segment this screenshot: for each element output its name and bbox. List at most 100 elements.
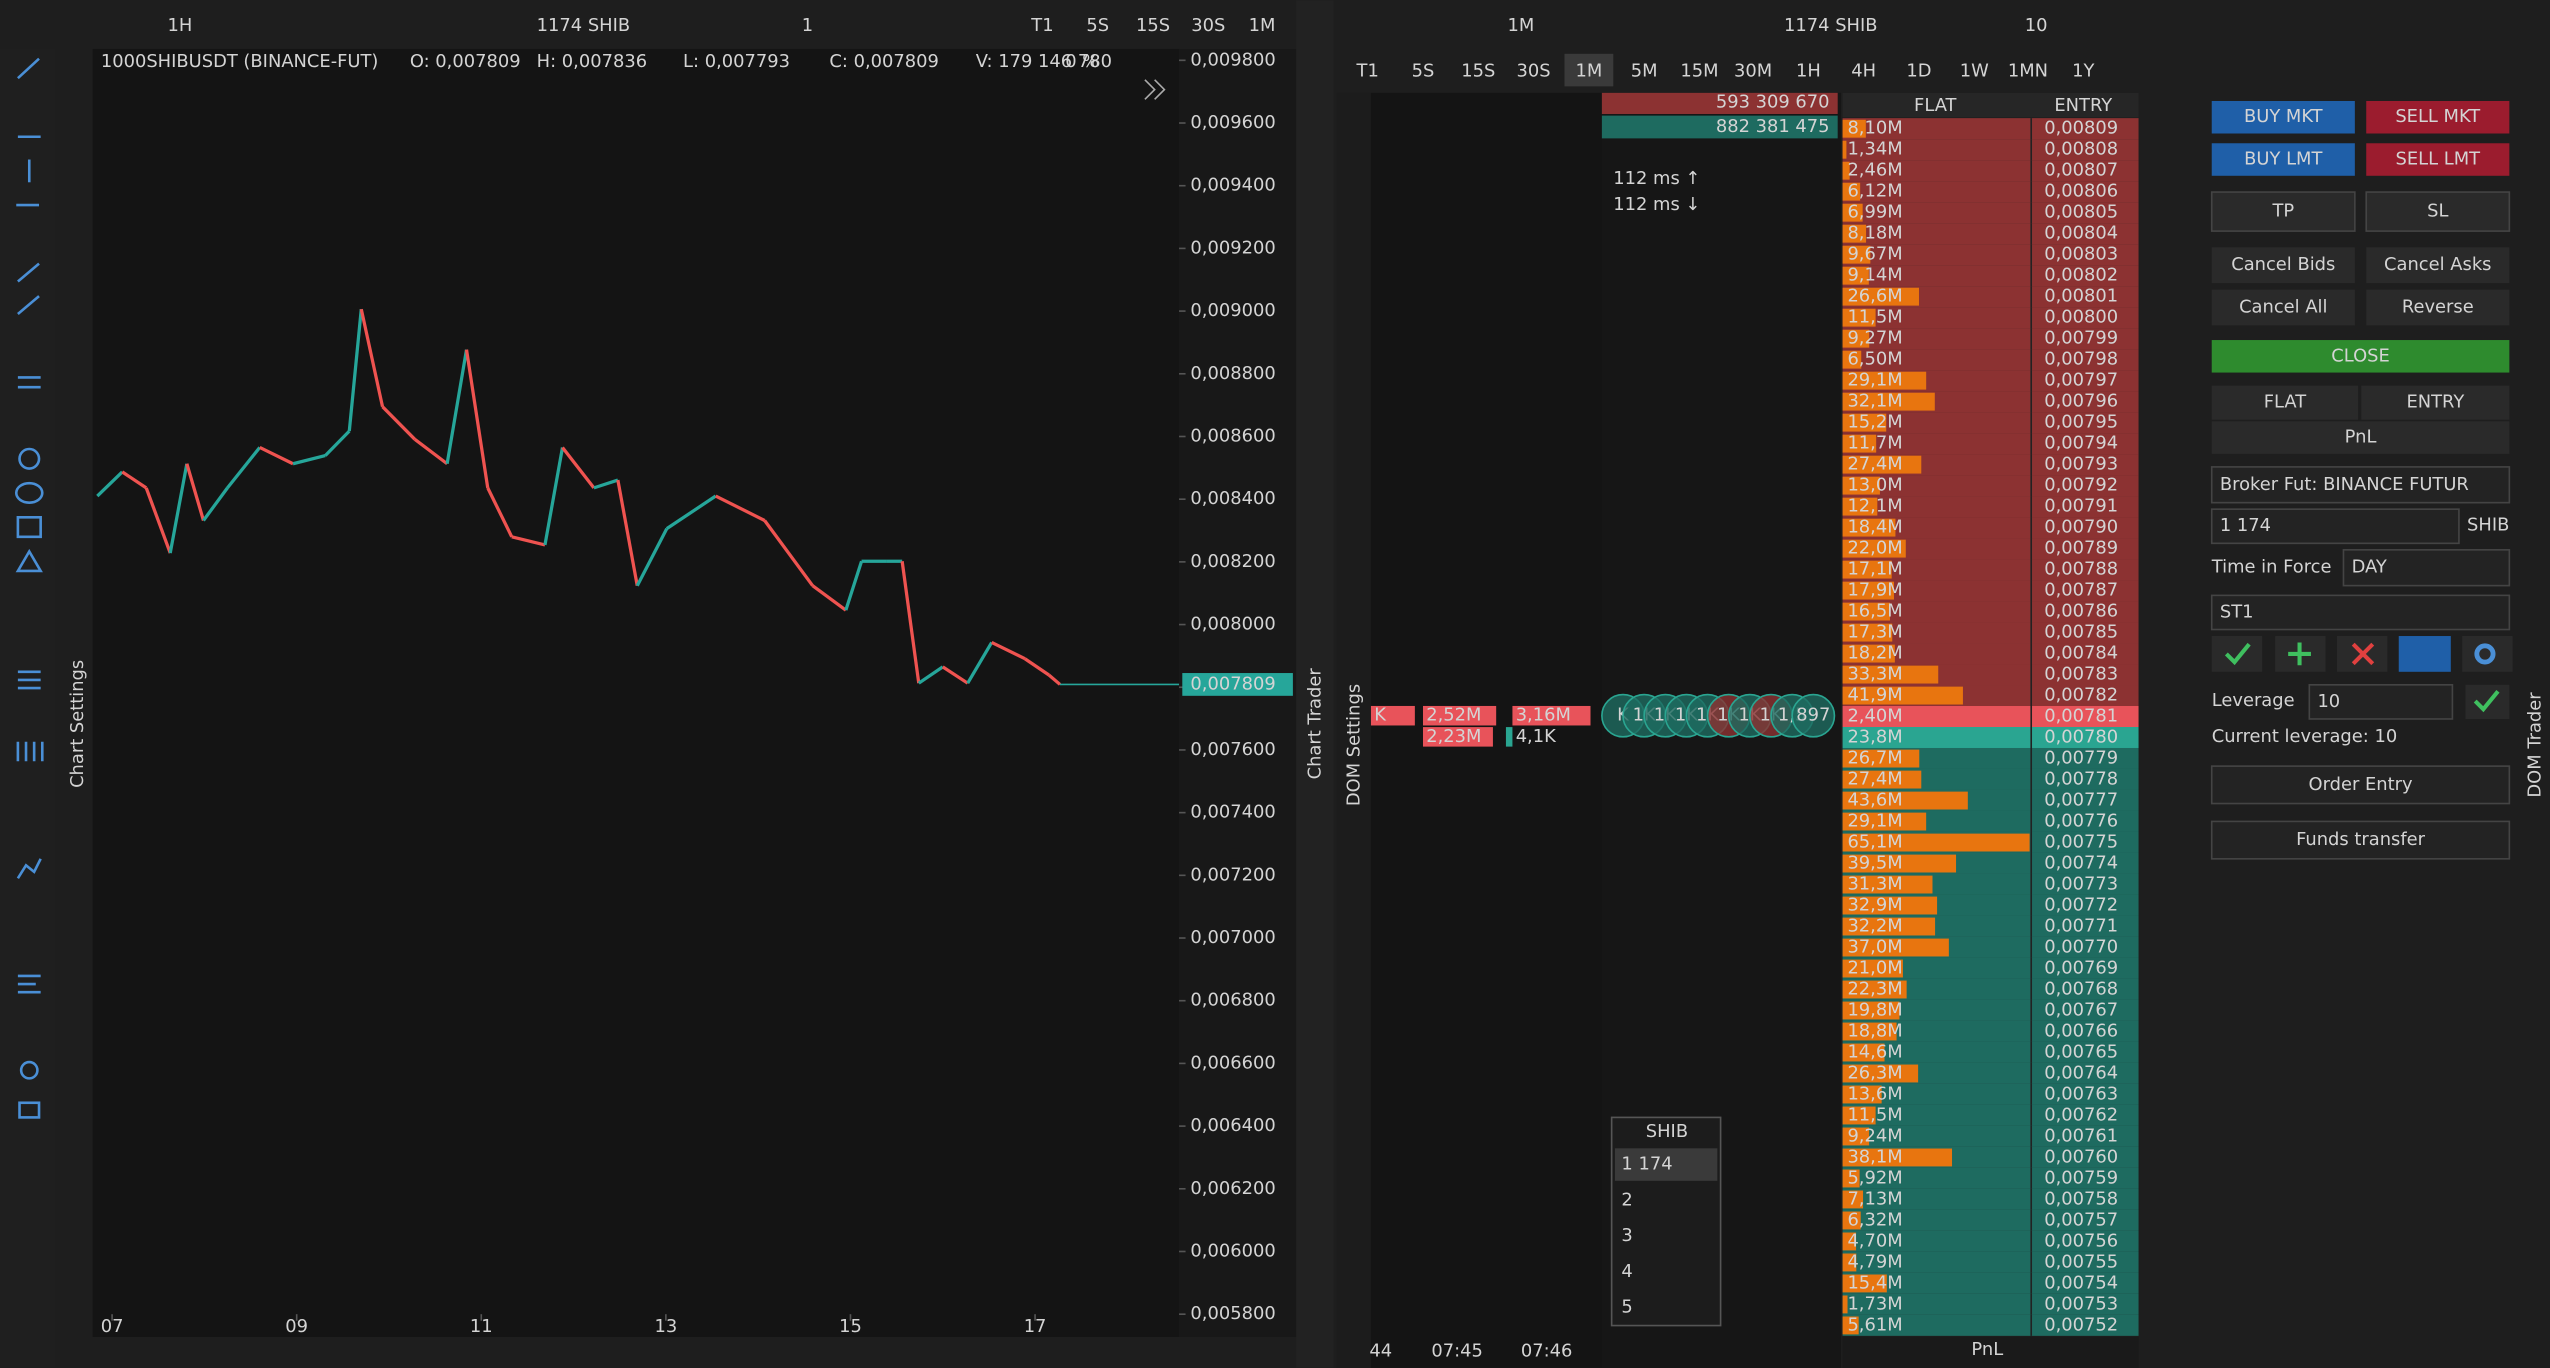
interval[interactable]: 1M: [1508, 15, 1535, 36]
price-label[interactable]: 0,00801: [2044, 286, 2118, 307]
timeframe[interactable]: 15S: [1136, 15, 1170, 36]
icon-button[interactable]: [2211, 636, 2263, 672]
button-label[interactable]: 1 174: [2220, 515, 2271, 536]
menu-item[interactable]: 2: [1621, 1189, 1632, 1210]
button-label[interactable]: SL: [2427, 201, 2448, 222]
button-label[interactable]: DAY: [2352, 557, 2387, 578]
timeframe[interactable]: 30S: [1191, 15, 1225, 36]
button-label[interactable]: Cancel All: [2239, 297, 2327, 318]
tif-button[interactable]: [2342, 549, 2511, 587]
cancel-asks-button[interactable]: [2366, 247, 2510, 284]
funds-transfer-button[interactable]: [2210, 820, 2511, 860]
button-label[interactable]: Cancel Asks: [2384, 254, 2491, 275]
price-label[interactable]: 0,00803: [2044, 244, 2118, 265]
price-label[interactable]: 0,00755: [2044, 1251, 2118, 1272]
side-label[interactable]: Chart Trader: [1305, 668, 1326, 780]
button-label[interactable]: TP: [2271, 201, 2294, 222]
strategy-button[interactable]: [2210, 594, 2511, 631]
price-label[interactable]: 0,00785: [2044, 622, 2118, 643]
timeframe[interactable]: 5S: [1412, 61, 1435, 82]
interval[interactable]: 1H: [168, 15, 193, 36]
price-label[interactable]: 0,00805: [2044, 202, 2118, 223]
price-label[interactable]: 0,00780: [2044, 726, 2118, 747]
timeframe[interactable]: 1M: [1249, 15, 1276, 36]
price-label[interactable]: 0,00773: [2044, 873, 2118, 894]
price-label[interactable]: 0,00766: [2044, 1020, 2118, 1041]
price-label[interactable]: 0,00786: [2044, 601, 2118, 622]
symbol[interactable]: 1174 SHIB: [537, 15, 631, 36]
sl-button[interactable]: [2365, 191, 2511, 232]
price-label[interactable]: 0,00763: [2044, 1083, 2118, 1104]
entry-button[interactable]: [2361, 385, 2510, 420]
leverage-button[interactable]: [2308, 683, 2454, 720]
price-label[interactable]: 0,00778: [2044, 768, 2118, 789]
price-label[interactable]: 0,00768: [2044, 978, 2118, 999]
price-label[interactable]: 0,00783: [2044, 664, 2118, 685]
timeframe[interactable]: T1: [1030, 15, 1053, 36]
timeframe[interactable]: 1MN: [2008, 61, 2048, 82]
price-label[interactable]: 0,00792: [2044, 475, 2118, 496]
timeframe[interactable]: 15M: [1680, 61, 1718, 82]
order-entry-button[interactable]: [2210, 765, 2511, 805]
timeframe[interactable]: 1M: [1575, 61, 1602, 82]
icon-button[interactable]: [2462, 636, 2513, 672]
timeframe[interactable]: 1D: [1906, 61, 1931, 82]
button-label[interactable]: Funds transfer: [2296, 829, 2426, 850]
symbol[interactable]: 1174 SHIB: [1784, 15, 1877, 36]
broker-button[interactable]: [2210, 466, 2511, 504]
button-label[interactable]: Cancel Bids: [2231, 254, 2335, 275]
menu-item[interactable]: 3: [1621, 1225, 1632, 1246]
button-label[interactable]: FLAT: [2264, 392, 2306, 413]
close-button[interactable]: [2211, 340, 2510, 373]
timeframe[interactable]: 1W: [1960, 61, 1989, 82]
menu-item[interactable]: 5: [1621, 1297, 1632, 1318]
side-label[interactable]: DOM Settings: [1344, 684, 1365, 806]
price-label[interactable]: 0,00798: [2044, 349, 2118, 370]
price-label[interactable]: 0,00767: [2044, 999, 2118, 1020]
price-label[interactable]: 0,00781: [2044, 705, 2118, 726]
price-label[interactable]: 0,00771: [2044, 915, 2118, 936]
price-label[interactable]: 0,00804: [2044, 223, 2118, 244]
price-label[interactable]: 0,00809: [2044, 118, 2118, 139]
price-label[interactable]: 0,00774: [2044, 852, 2118, 873]
side-label[interactable]: DOM Trader: [2524, 692, 2545, 798]
price-label[interactable]: 0,00770: [2044, 936, 2118, 957]
price-label[interactable]: 0,00793: [2044, 454, 2118, 475]
reverse-button[interactable]: [2366, 289, 2510, 326]
wrench-button-bg[interactable]: [2398, 636, 2451, 672]
menu-item[interactable]: 1 174: [1621, 1154, 1672, 1175]
button-label[interactable]: PnL: [2345, 427, 2377, 448]
price-label[interactable]: 0,00777: [2044, 789, 2118, 810]
price-label[interactable]: 0,00772: [2044, 894, 2118, 915]
pnl-button[interactable]: [2211, 421, 2510, 454]
price-label[interactable]: 0,00761: [2044, 1125, 2118, 1146]
button-label[interactable]: SELL MKT: [2395, 106, 2480, 127]
price-label[interactable]: 0,00800: [2044, 307, 2118, 328]
price-label[interactable]: 0,00769: [2044, 957, 2118, 978]
cancel-all-button[interactable]: [2211, 289, 2355, 326]
price-label[interactable]: 0,00752: [2044, 1314, 2118, 1335]
timeframe[interactable]: 5M: [1631, 61, 1658, 82]
price-label[interactable]: 0,00808: [2044, 139, 2118, 160]
price-label[interactable]: 0,00802: [2044, 265, 2118, 286]
price-label[interactable]: 0,00788: [2044, 559, 2118, 580]
quantity-button[interactable]: [2210, 508, 2460, 545]
price-label[interactable]: 0,00794: [2044, 433, 2118, 454]
tp-button[interactable]: [2210, 191, 2356, 232]
price-label[interactable]: 0,00753: [2044, 1293, 2118, 1314]
button-label[interactable]: BUY LMT: [2244, 149, 2322, 170]
timeframe[interactable]: 1Y: [2072, 61, 2094, 82]
price-label[interactable]: 0,00782: [2044, 684, 2118, 705]
price-label[interactable]: 0,00806: [2044, 181, 2118, 202]
buy-lmt-button[interactable]: [2211, 143, 2355, 176]
count[interactable]: 10: [2025, 15, 2048, 36]
timeframe[interactable]: 30S: [1517, 61, 1551, 82]
menu-item[interactable]: 4: [1621, 1261, 1632, 1282]
button-label[interactable]: Broker Fut: BINANCE FUTUR: [2220, 474, 2469, 495]
buy-mkt-button[interactable]: [2211, 100, 2355, 134]
timeframe[interactable]: 1H: [1796, 61, 1821, 82]
price-label[interactable]: 0,00759: [2044, 1167, 2118, 1188]
collapse-icon[interactable]: [1144, 79, 1166, 100]
button-label[interactable]: 10: [2317, 691, 2340, 712]
cancel-bids-button[interactable]: [2211, 247, 2355, 284]
